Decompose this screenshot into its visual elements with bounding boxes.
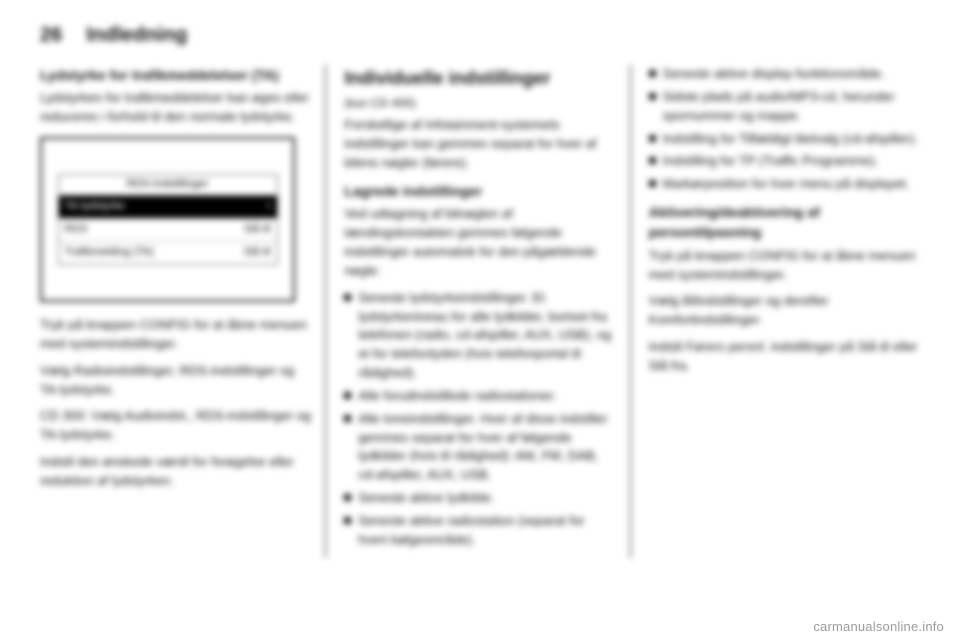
panel-row-2: Trafikmelding (TA) Slå til: [59, 242, 277, 264]
panel-row-0: TA-lydstyrke ›: [59, 196, 277, 219]
col3-para3: Indstil Førers persnl. indstillinger på …: [649, 338, 920, 376]
row-label: Trafikmelding (TA): [65, 245, 154, 261]
page-header: 26 Indledning: [40, 24, 920, 47]
list-item: Indstilling for TP (Traffic Programme).: [649, 152, 920, 171]
row-value: Slå til: [244, 222, 271, 238]
panel-title: RDS-indstillinger: [59, 175, 277, 196]
col1-heading: Lydstyrke for trafikmeddelelser (TA): [40, 65, 311, 85]
col2-bullets: Seneste lydstyrkeindstillinger. Et lydst…: [344, 289, 615, 550]
list-item: Seneste lydstyrkeindstillinger. Et lydst…: [344, 289, 615, 383]
row-label: TA-lydstyrke: [65, 199, 125, 215]
list-item: Markørposition for hver menu på displaye…: [649, 175, 920, 194]
settings-screenshot: RDS-indstillinger TA-lydstyrke › RDS Slå…: [40, 137, 295, 302]
col3-bullets: Seneste aktive display-funktionsmåde. Si…: [649, 65, 920, 194]
panel-row-1: RDS Slå til: [59, 219, 277, 242]
col1-para5: Indstil den ønskede værdi for forøgelse …: [40, 453, 311, 491]
col3-para2: Vælg Bilindstillinger og derefter Komfor…: [649, 292, 920, 330]
watermark: carmanualsonline.info: [813, 619, 944, 634]
chevron-right-icon: ›: [267, 199, 271, 215]
col1-para3: Vælg Radioindstillinger, RDS-indstilling…: [40, 362, 311, 400]
column-1: Lydstyrke for trafikmeddelelser (TA) Lyd…: [40, 65, 326, 558]
content-columns: Lydstyrke for trafikmeddelelser (TA) Lyd…: [40, 65, 920, 558]
col1-para4: CD 300: Vælg Audioindst., RDS-indstillin…: [40, 407, 311, 445]
col2-heading: Individuelle indstillinger: [344, 65, 615, 91]
col1-para2: Tryk på knappen CONFIG for at åbne menue…: [40, 316, 311, 354]
col2-para1: Forskellige af Infotainment-systemets in…: [344, 116, 615, 173]
list-item: Indstilling for Tilfældigt titelvalg (cd…: [649, 130, 920, 149]
column-2: Individuelle indstillinger (kun CD 400) …: [344, 65, 630, 558]
row-value: Slå til: [244, 245, 271, 261]
col3-heading: Aktivering/deaktivering af persontilpasn…: [649, 202, 920, 243]
col1-para1: Lydstyrken for trafikmeddelelser kan øge…: [40, 89, 311, 127]
page-number: 26: [40, 24, 62, 47]
list-item: Seneste aktive radiostation (separat for…: [344, 512, 615, 550]
col2-sub: (kun CD 400): [344, 95, 615, 112]
col2-para2: Ved udtagning af bilnøglen af tændingsko…: [344, 205, 615, 280]
list-item: Seneste aktive lydkilde.: [344, 489, 615, 508]
row-label: RDS: [65, 222, 88, 238]
col3-para1: Tryk på knappen CONFIG for at åbne menue…: [649, 247, 920, 285]
list-item: Alle forudindstillede radiostationer.: [344, 387, 615, 406]
column-3: Seneste aktive display-funktionsmåde. Si…: [649, 65, 920, 558]
list-item: Sidste plads på audio/MP3-cd, herunder s…: [649, 88, 920, 126]
list-item: Alle toneindstillinger. Hver af disse in…: [344, 410, 615, 485]
col2-heading2: Lagrede indstillinger: [344, 181, 615, 201]
page-title: Indledning: [86, 24, 187, 47]
list-item: Seneste aktive display-funktionsmåde.: [649, 65, 920, 84]
rds-settings-panel: RDS-indstillinger TA-lydstyrke › RDS Slå…: [58, 174, 278, 265]
